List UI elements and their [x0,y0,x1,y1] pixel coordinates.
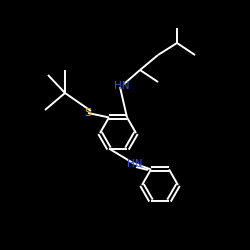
Text: S: S [84,108,91,118]
Text: HN: HN [127,159,143,169]
Text: HN: HN [114,81,130,91]
